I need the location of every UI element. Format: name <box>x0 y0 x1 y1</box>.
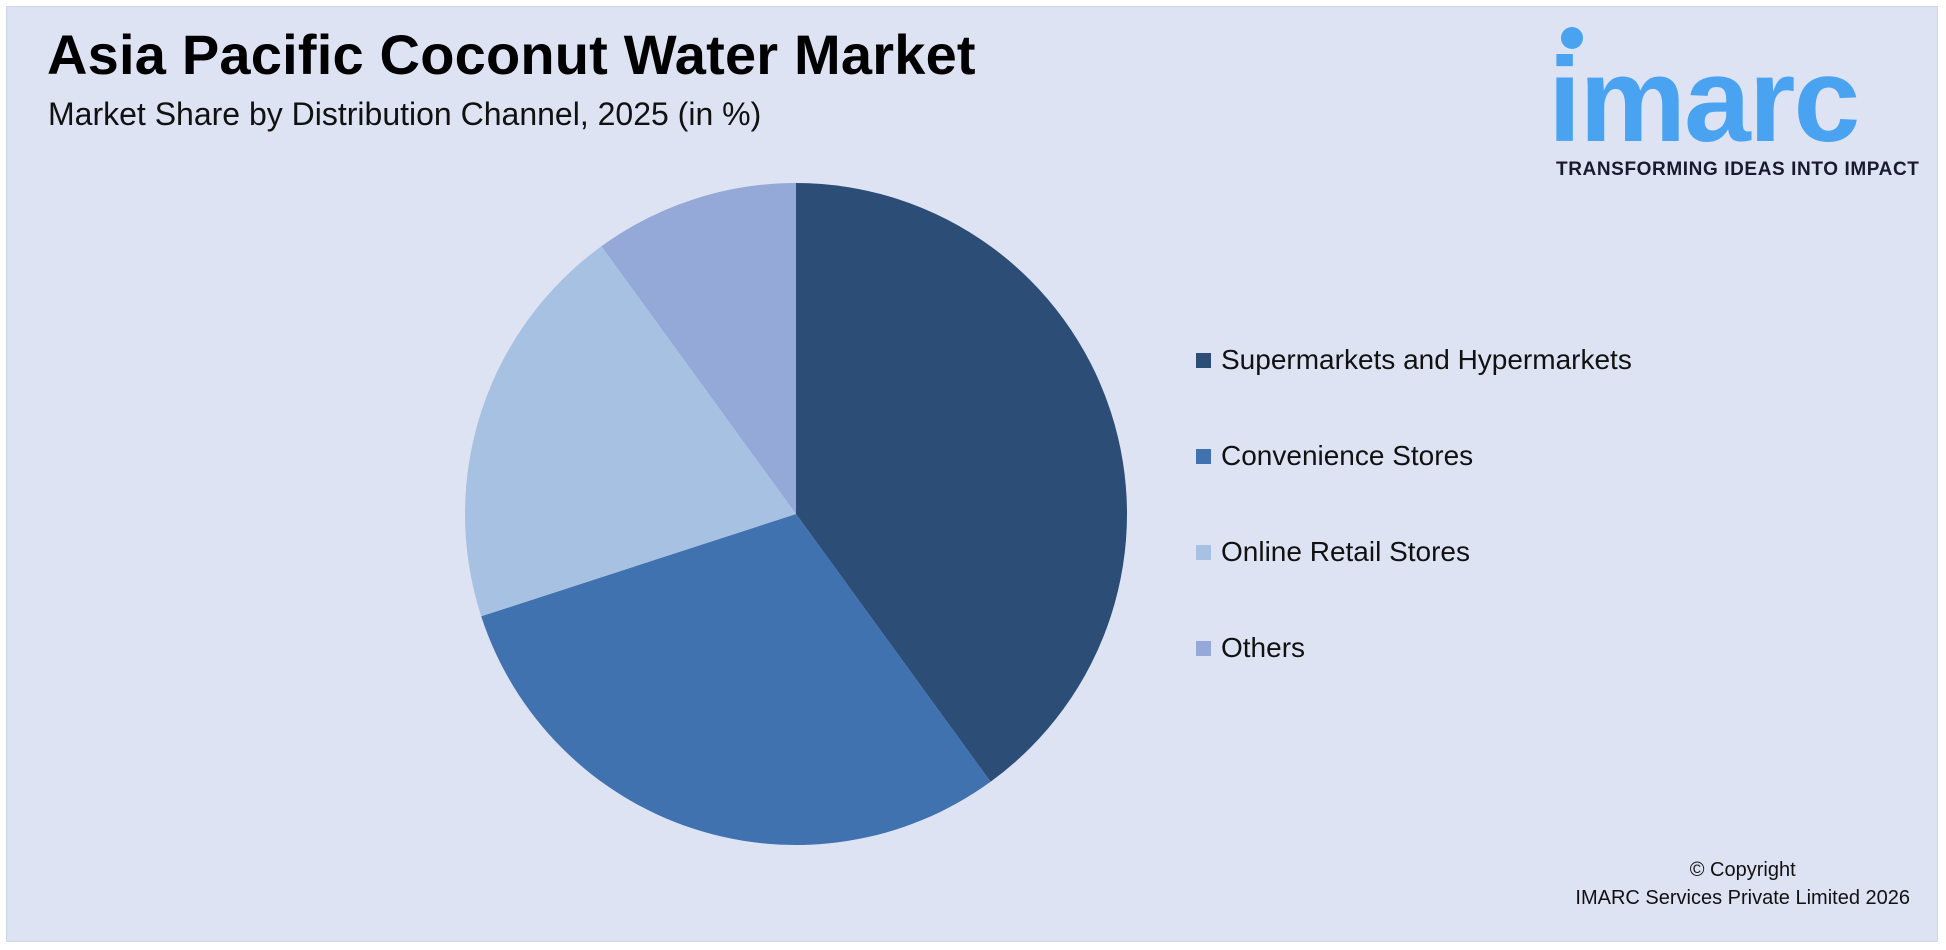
pie-slice <box>601 183 796 514</box>
legend-item: Online Retail Stores <box>1196 532 1632 628</box>
logo-wordmark: imarc <box>1548 33 1860 167</box>
logo-tagline: TRANSFORMING IDEAS INTO IMPACT <box>1556 159 1920 180</box>
imarc-logo: imarc TRANSFORMING IDEAS INTO IMPACT <box>1548 22 1928 192</box>
pie-slice <box>481 514 991 846</box>
legend-swatch <box>1196 545 1211 560</box>
logo-dot-icon <box>1561 27 1583 49</box>
legend-item: Supermarkets and Hypermarkets <box>1196 340 1632 436</box>
pie-slice <box>464 246 796 617</box>
legend-label: Convenience Stores <box>1221 440 1474 471</box>
chart-subtitle: Market Share by Distribution Channel, 20… <box>48 96 762 132</box>
legend-item: Others <box>1196 628 1632 724</box>
legend-label: Online Retail Stores <box>1221 536 1471 567</box>
copyright-line-2: IMARC Services Private Limited 2026 <box>1575 887 1910 909</box>
legend-swatch <box>1196 353 1211 368</box>
chart-title: Asia Pacific Coconut Water Market <box>47 23 976 86</box>
chart-legend: Supermarkets and Hypermarkets Convenience… <box>1196 340 1632 724</box>
legend-swatch <box>1196 641 1211 656</box>
copyright-line-1: © Copyright <box>1689 859 1796 881</box>
legend-label: Supermarkets and Hypermarkets <box>1221 344 1632 375</box>
legend-item: Convenience Stores <box>1196 436 1632 532</box>
copyright-notice: © Copyright IMARC Services Private Limit… <box>1575 856 1910 912</box>
legend-label: Others <box>1221 632 1306 663</box>
pie-slice <box>796 183 1128 782</box>
legend-swatch <box>1196 449 1211 464</box>
